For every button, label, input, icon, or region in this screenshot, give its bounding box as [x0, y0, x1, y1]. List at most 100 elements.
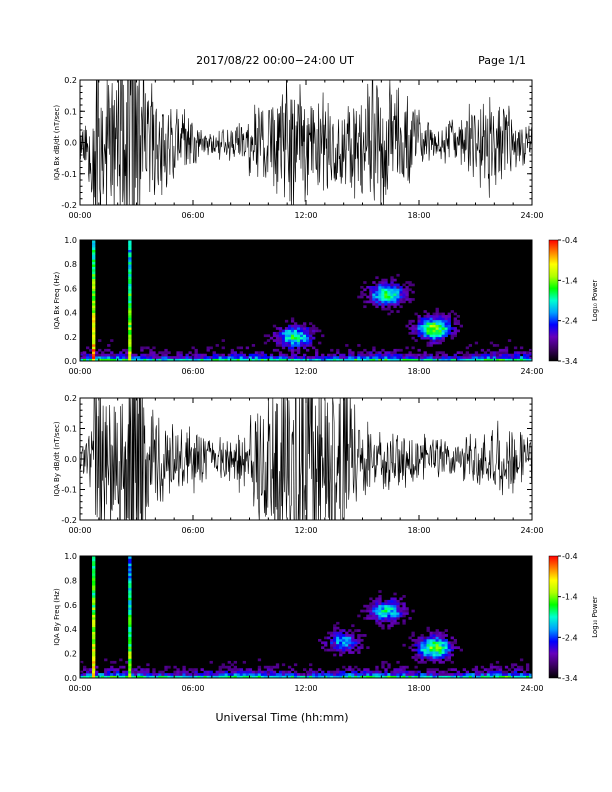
spectrogram-cell [369, 288, 373, 292]
spectrogram-cell [345, 641, 349, 645]
spectrogram-cell [444, 324, 448, 328]
spectrogram-cell [483, 675, 488, 679]
spectrogram-cell [369, 597, 373, 601]
spectrogram-cell [438, 641, 442, 645]
spectrogram-cell [507, 353, 512, 357]
spectrogram-cell [330, 648, 334, 652]
spectrogram-cell [426, 643, 430, 647]
spectrogram-cell [200, 353, 204, 357]
spectrogram-cell [393, 612, 397, 615]
spectrogram-cell [444, 629, 448, 632]
spectrogram-cell [92, 295, 96, 299]
spectrogram-cell [306, 329, 310, 333]
spectrogram-cell [284, 356, 289, 359]
spectrogram-cell [266, 334, 271, 338]
spectrogram-cell [378, 614, 382, 618]
spectrogram-cell [278, 331, 283, 335]
spectrogram-cell [92, 331, 96, 335]
spectrogram-cell [312, 356, 316, 359]
spectrogram-cell [378, 617, 382, 620]
spectrogram-cell [333, 626, 337, 630]
x-tick-label: 12:00 [294, 367, 317, 376]
spectrogram-cell [95, 670, 99, 674]
spectrogram-cell [399, 614, 403, 618]
spectrogram-cell [86, 346, 90, 350]
spectrogram-cell [302, 344, 307, 347]
spectrogram-cell [92, 648, 96, 652]
spectrogram-cell [363, 609, 367, 613]
spectrogram-cell [432, 631, 436, 635]
spectrogram-cell [390, 614, 394, 618]
spectrogram-cell [393, 602, 397, 606]
spectrogram-cell [339, 631, 343, 635]
spectrogram-cell [83, 668, 87, 671]
spectrogram-cell [432, 648, 436, 652]
spectrogram-cell [459, 675, 463, 679]
spectrogram-cell [486, 673, 491, 676]
spectrogram-cell [363, 634, 367, 637]
spectrogram-cell [408, 322, 412, 325]
spectrogram-cell [393, 356, 397, 359]
spectrogram-cell [393, 295, 397, 299]
spectrogram-cell [492, 353, 497, 357]
spectrogram-cell [302, 353, 307, 357]
spectrogram-cell [272, 348, 277, 352]
spectrogram-cell [263, 673, 268, 676]
spectrogram-cell [128, 570, 132, 574]
spectrogram-cell [89, 356, 93, 359]
spectrogram-cell [107, 670, 111, 674]
spectrogram-cell [287, 331, 292, 335]
spectrogram-cell [92, 636, 96, 640]
spectrogram-cell [414, 331, 418, 335]
spectrogram-cell [405, 353, 409, 357]
spectrogram-cell [290, 351, 295, 355]
spectrogram-cell [227, 668, 231, 671]
spectrogram-cell [432, 341, 436, 345]
spectrogram-cell [284, 319, 289, 323]
spectrogram-cell [378, 602, 382, 606]
spectrogram-cell [137, 675, 141, 679]
spectrogram-cell [110, 660, 114, 664]
spectrogram-cell [239, 351, 244, 355]
spectrogram-cell [281, 336, 286, 340]
spectrogram-cell [92, 283, 96, 287]
spectrogram-cell [92, 556, 96, 559]
spectrogram-cell [402, 621, 406, 625]
spectrogram-cell [119, 673, 123, 676]
spectrogram-cell [128, 302, 132, 306]
spectrogram-cell [351, 636, 355, 640]
spectrogram-cell [342, 646, 346, 650]
spectrogram-cell [441, 675, 445, 679]
spectrogram-cell [104, 358, 108, 362]
spectrogram-cell [492, 351, 497, 355]
spectrogram-cell [414, 665, 418, 669]
spectrogram-cell [134, 670, 138, 674]
spectrogram-cell [251, 344, 256, 347]
spectrogram-cell [384, 602, 388, 606]
spectrogram-cell [143, 675, 147, 679]
spectrogram-cell [281, 341, 286, 345]
spectrogram-cell [92, 602, 96, 606]
spectrogram-cell [194, 673, 198, 676]
spectrogram-cell [221, 358, 225, 362]
spectrogram-cell [393, 597, 397, 601]
spectrogram-cell [396, 283, 400, 287]
spectrogram-cell [522, 673, 527, 676]
spectrogram-cell [381, 673, 385, 676]
spectrogram-cell [290, 673, 295, 676]
spectrogram-cell [447, 673, 451, 676]
spectrogram-cell [372, 353, 376, 357]
spectrogram-cell [149, 348, 153, 352]
spectrogram-cell [299, 336, 304, 340]
spectrogram-cell [507, 675, 512, 679]
spectrogram-cell [417, 648, 421, 652]
spectrogram-cell [420, 317, 424, 321]
spectrogram-cell [275, 344, 280, 347]
spectrogram-cell [432, 329, 436, 333]
spectrogram-cell [441, 660, 445, 664]
spectrogram-cell [369, 675, 373, 679]
spectrogram-cell [333, 358, 337, 362]
spectrogram-cell [501, 358, 506, 362]
spectrogram-cell [438, 339, 442, 342]
spectrogram-cell [354, 356, 358, 359]
